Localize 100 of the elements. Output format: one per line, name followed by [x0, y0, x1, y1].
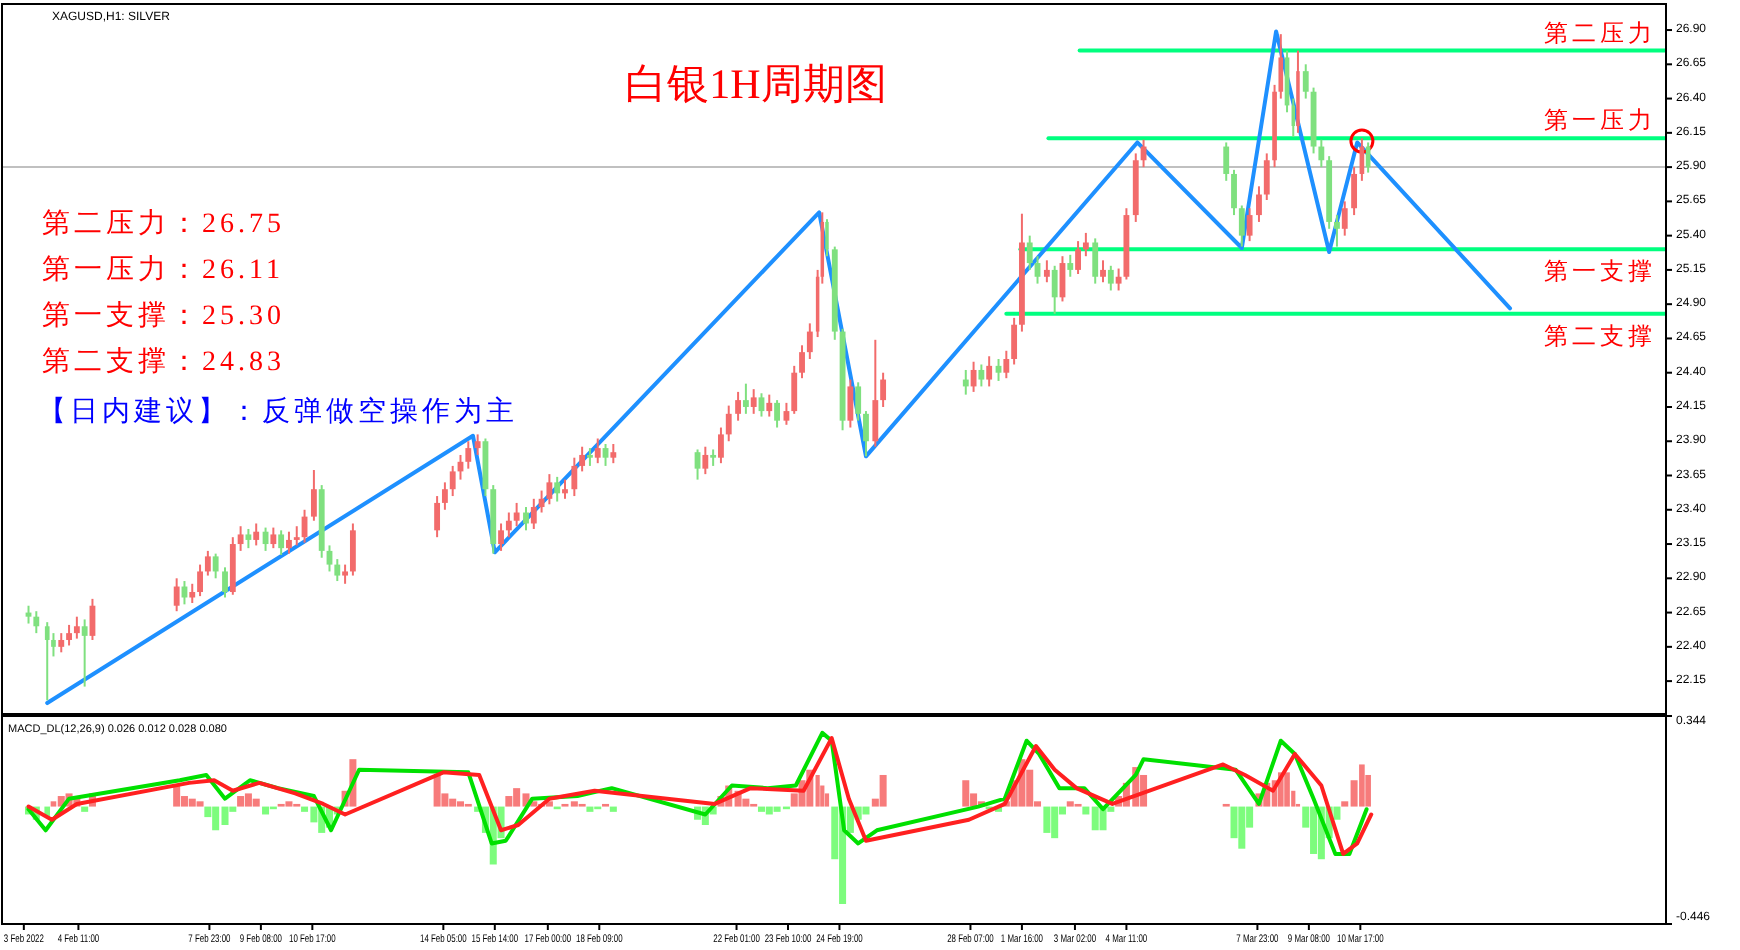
candlestick — [1075, 240, 1081, 276]
candlestick — [978, 363, 985, 388]
candlestick — [1092, 237, 1099, 285]
bar — [433, 774, 441, 807]
candlestick — [1334, 214, 1340, 248]
bar — [1238, 806, 1246, 849]
candlestick — [855, 381, 862, 422]
candlestick — [441, 481, 448, 511]
bar — [237, 796, 245, 807]
candlestick — [1003, 349, 1010, 380]
candlestick — [1011, 316, 1018, 366]
candlestick — [791, 364, 798, 415]
candlestick — [825, 218, 829, 258]
candlestick — [1231, 168, 1237, 217]
candlestick — [718, 426, 724, 465]
candlestick — [962, 368, 969, 396]
bar — [252, 798, 260, 807]
bar — [188, 798, 196, 807]
candlestick — [1263, 152, 1270, 201]
bar — [244, 793, 252, 807]
candlestick — [610, 442, 617, 465]
candlestick — [579, 445, 586, 473]
candlestick — [1051, 264, 1058, 315]
bar — [824, 793, 830, 807]
candlestick — [594, 437, 601, 465]
candlestick — [562, 478, 568, 500]
candlestick — [986, 355, 993, 388]
text: 白银1H周期图 — [625, 60, 887, 108]
candlestick — [880, 371, 887, 408]
candlestick — [73, 615, 80, 640]
candlestick — [1238, 204, 1245, 248]
annotation: 【日内建议】：反弹做空操作为主 — [38, 396, 518, 428]
series-label: 第一压力 — [1544, 106, 1656, 135]
candlestick — [1067, 253, 1074, 278]
candlestick — [310, 469, 317, 522]
candlestick — [1107, 264, 1114, 292]
candlestick — [66, 623, 72, 647]
bar — [1359, 764, 1365, 807]
bar — [879, 774, 887, 807]
bar — [285, 801, 293, 807]
candlestick — [33, 610, 40, 635]
candlestick — [1341, 200, 1348, 237]
candlestick — [774, 399, 780, 429]
candlestick — [44, 621, 50, 702]
candlestick — [434, 495, 441, 539]
candlestick — [806, 322, 813, 360]
candlestick — [222, 566, 228, 599]
candlestick — [474, 433, 481, 456]
candlestick — [253, 522, 260, 547]
candlestick — [702, 445, 709, 476]
candlestick — [1256, 185, 1262, 223]
bar — [449, 798, 457, 807]
candlestick — [735, 390, 742, 422]
bar — [456, 801, 465, 807]
candlestick — [742, 382, 749, 415]
candlestick — [229, 536, 236, 596]
candlestick — [81, 618, 88, 688]
line-series — [45, 29, 1513, 706]
annotation: 第二压力：26.75 — [42, 208, 285, 240]
bar — [1284, 772, 1290, 807]
candlestick — [189, 582, 196, 604]
candlestick — [278, 529, 285, 556]
candlestick — [349, 522, 356, 577]
candlestick — [766, 393, 773, 418]
candlestick — [197, 563, 203, 598]
bar — [1051, 806, 1059, 839]
candlestick — [1100, 259, 1106, 284]
annotation: 第二支撑：24.83 — [42, 346, 285, 378]
candlestick — [1043, 259, 1050, 284]
candlestick — [1246, 207, 1253, 243]
candlestick — [750, 388, 757, 415]
candlestick — [465, 440, 472, 470]
candlestick — [173, 577, 180, 613]
candlestick — [245, 527, 252, 550]
candlestick — [1223, 141, 1230, 182]
candlestick — [571, 456, 578, 498]
candlestick — [546, 473, 553, 506]
candlestick — [872, 338, 879, 448]
bar — [196, 801, 204, 807]
bar — [1043, 806, 1051, 833]
bar — [505, 796, 513, 807]
candlestick — [505, 511, 512, 539]
candlestick — [847, 378, 854, 429]
bar — [586, 806, 594, 812]
candlestick — [523, 506, 529, 532]
candlestick — [342, 563, 349, 585]
candlestick — [1082, 231, 1089, 258]
bar — [742, 798, 750, 807]
series-label: 第二压力 — [1544, 18, 1656, 47]
bar — [81, 806, 89, 812]
bar — [609, 806, 617, 812]
bar — [1310, 806, 1318, 854]
candlestick — [270, 526, 277, 550]
candlestick — [970, 360, 977, 393]
candlestick — [204, 549, 211, 577]
bar — [962, 780, 970, 807]
candlestick — [513, 501, 520, 528]
candlestick — [212, 552, 219, 580]
candlestick — [530, 497, 537, 530]
annotation: 第一支撑：25.30 — [42, 300, 285, 332]
